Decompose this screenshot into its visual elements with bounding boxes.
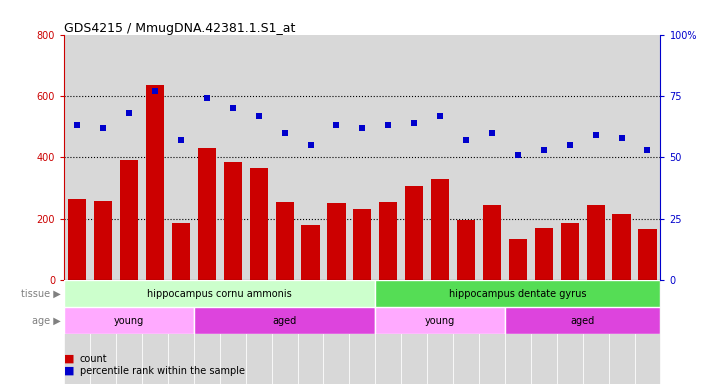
Bar [453, 280, 479, 384]
Text: hippocampus dentate gyrus: hippocampus dentate gyrus [449, 288, 587, 299]
Bar [194, 280, 220, 384]
Bar [505, 307, 660, 334]
Point [590, 132, 601, 138]
Text: GDS4215 / MmugDNA.42381.1.S1_at: GDS4215 / MmugDNA.42381.1.S1_at [64, 22, 296, 35]
Bar [220, 280, 246, 384]
Point [486, 130, 498, 136]
Bar [376, 280, 401, 384]
Bar [64, 280, 376, 307]
Bar [194, 307, 376, 334]
Point [616, 135, 628, 141]
Bar [68, 199, 86, 280]
Bar [535, 228, 553, 280]
Point [642, 147, 653, 153]
Bar [557, 280, 583, 384]
Point [97, 125, 109, 131]
Point [279, 130, 291, 136]
Text: aged: aged [570, 316, 595, 326]
Text: count: count [80, 354, 108, 364]
Point [357, 125, 368, 131]
Bar [509, 238, 527, 280]
Point [201, 95, 213, 101]
Bar [298, 280, 323, 384]
Text: young: young [425, 316, 456, 326]
Bar [505, 280, 531, 384]
Bar [427, 280, 453, 384]
Bar [457, 220, 475, 280]
Bar [560, 223, 579, 280]
Bar [405, 187, 423, 280]
Point [383, 122, 394, 129]
Bar [223, 162, 242, 280]
Text: ■: ■ [64, 354, 75, 364]
Bar [376, 307, 505, 334]
Bar [323, 280, 349, 384]
Point [538, 147, 550, 153]
Bar [172, 223, 190, 280]
Point [175, 137, 186, 143]
Bar [635, 280, 660, 384]
Bar [301, 225, 320, 280]
Bar [120, 161, 138, 280]
Text: age ▶: age ▶ [32, 316, 61, 326]
Point [149, 88, 161, 94]
Point [124, 110, 135, 116]
Text: percentile rank within the sample: percentile rank within the sample [80, 366, 245, 376]
Text: young: young [114, 316, 144, 326]
Bar [401, 280, 427, 384]
Bar [613, 214, 630, 280]
Bar [376, 280, 660, 307]
Bar [142, 280, 168, 384]
Point [461, 137, 472, 143]
Bar [327, 204, 346, 280]
Bar [479, 280, 505, 384]
Bar [246, 280, 271, 384]
Bar [90, 280, 116, 384]
Text: aged: aged [273, 316, 297, 326]
Bar [168, 280, 194, 384]
Bar [64, 307, 194, 334]
Point [564, 142, 575, 148]
Point [512, 152, 523, 158]
Bar [116, 280, 142, 384]
Bar [638, 229, 657, 280]
Bar [94, 201, 112, 280]
Point [71, 122, 83, 129]
Bar [146, 85, 164, 280]
Text: ■: ■ [64, 366, 75, 376]
Point [253, 113, 264, 119]
Bar [349, 280, 376, 384]
Text: tissue ▶: tissue ▶ [21, 288, 61, 299]
Bar [198, 148, 216, 280]
Bar [431, 179, 449, 280]
Bar [250, 168, 268, 280]
Bar [531, 280, 557, 384]
Point [305, 142, 316, 148]
Bar [379, 202, 398, 280]
Point [227, 105, 238, 111]
Bar [353, 210, 371, 280]
Bar [583, 280, 608, 384]
Bar [587, 205, 605, 280]
Text: hippocampus cornu ammonis: hippocampus cornu ammonis [147, 288, 292, 299]
Bar [64, 280, 90, 384]
Point [331, 122, 342, 129]
Bar [608, 280, 635, 384]
Bar [271, 280, 298, 384]
Point [434, 113, 446, 119]
Point [408, 120, 420, 126]
Bar [276, 202, 293, 280]
Bar [483, 205, 501, 280]
